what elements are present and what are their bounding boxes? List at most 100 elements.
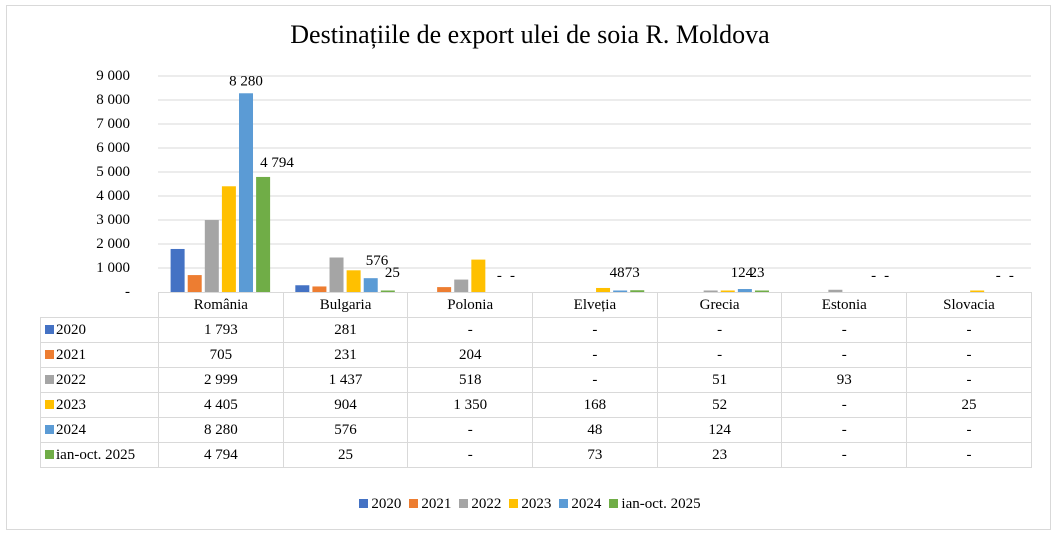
legend-swatch bbox=[45, 374, 54, 384]
data-label: 25 bbox=[385, 265, 400, 281]
series-key: 2021 bbox=[40, 342, 159, 368]
series-name: 2020 bbox=[56, 321, 86, 338]
category-label: Bulgaria bbox=[282, 292, 409, 318]
series-key: 2024 bbox=[40, 417, 159, 443]
y-tick-label: - bbox=[125, 284, 130, 300]
data-label: 8 280 bbox=[229, 73, 263, 89]
y-tick-label: 2 000 bbox=[96, 236, 130, 252]
bar-2023-1 bbox=[346, 270, 361, 292]
legend-swatch bbox=[459, 499, 469, 508]
table-row: 2023 4 405 904 1 350 168 52-25 bbox=[40, 392, 1032, 418]
legend-label: 2024 bbox=[571, 496, 602, 512]
bar-ian-oct-2025-1 bbox=[380, 290, 395, 292]
legend-item: 2021 bbox=[409, 496, 451, 513]
bar-2021-0 bbox=[187, 275, 202, 292]
data-label: - bbox=[996, 268, 1001, 284]
bar-2023-4 bbox=[720, 290, 735, 292]
table-cell: 168 bbox=[532, 392, 658, 418]
bar-2023-3 bbox=[596, 287, 611, 292]
category-label: România bbox=[158, 292, 284, 318]
data-label: - bbox=[510, 268, 515, 284]
table-cell: 576 bbox=[282, 417, 409, 443]
bar-2021-2 bbox=[437, 287, 452, 292]
bar-2020-1 bbox=[295, 285, 310, 292]
legend-swatch bbox=[45, 424, 54, 434]
legend-item: 2022 bbox=[459, 496, 501, 513]
y-tick-label: 7 000 bbox=[96, 116, 130, 132]
legend-swatch bbox=[559, 499, 569, 508]
category-label: Grecia bbox=[656, 292, 783, 318]
table-cell: 204 bbox=[407, 342, 534, 368]
data-label: - bbox=[1009, 268, 1014, 284]
bar-2024-4 bbox=[737, 289, 752, 292]
table-row: 2022 2 999 1 437 518-51 93- bbox=[40, 367, 1032, 393]
table-cell: 25 bbox=[906, 392, 1032, 418]
legend-label: 2023 bbox=[521, 496, 552, 512]
chart-title: Destinațiile de export ulei de soia R. M… bbox=[290, 20, 770, 49]
category-label: Slovacia bbox=[906, 292, 1032, 318]
y-tick-label: 4 000 bbox=[96, 188, 130, 204]
table-row: 2024 8 280 576-48 124- - bbox=[40, 417, 1032, 443]
table-header-row: România Bulgaria Polonia Elveția Grecia Eston… bbox=[40, 292, 1032, 318]
table-cell: - bbox=[906, 367, 1032, 393]
category-label: Polonia bbox=[407, 292, 534, 318]
legend-swatch bbox=[509, 499, 519, 508]
table-cell: - bbox=[781, 392, 908, 418]
legend-swatch bbox=[45, 399, 54, 409]
legend-item: 2020 bbox=[359, 496, 401, 513]
bar-2020-0 bbox=[170, 248, 185, 292]
bar-ian-oct-2025-4 bbox=[754, 290, 769, 292]
y-tick-label: 6 000 bbox=[96, 140, 130, 156]
table-cell: 23 bbox=[656, 442, 783, 468]
table-cell: 48 bbox=[532, 417, 658, 443]
y-tick-label: 5 000 bbox=[96, 164, 130, 180]
category-label: Elveția bbox=[532, 292, 658, 318]
series-name: 2024 bbox=[56, 421, 86, 438]
table-cell: 1 793 bbox=[158, 317, 284, 343]
table-cell: 705 bbox=[158, 342, 284, 368]
series-key: 2020 bbox=[40, 317, 159, 343]
bar-2023-2 bbox=[471, 259, 486, 292]
table-cell: 1 437 bbox=[282, 367, 409, 393]
data-label: - bbox=[871, 268, 876, 284]
table-cell: - bbox=[781, 442, 908, 468]
table-cell: 51 bbox=[656, 367, 783, 393]
y-tick-label: 9 000 bbox=[96, 68, 130, 84]
table-row: 2021 705 231 204- - - - bbox=[40, 342, 1032, 368]
y-tick-label: 3 000 bbox=[96, 212, 130, 228]
data-label: 124 bbox=[731, 265, 754, 281]
data-label: 48 bbox=[610, 265, 625, 281]
data-label: 23 bbox=[749, 265, 764, 281]
legend-swatch bbox=[45, 349, 54, 359]
table-cell: 904 bbox=[282, 392, 409, 418]
table-cell: 124 bbox=[656, 417, 783, 443]
data-label: 4 794 bbox=[260, 155, 294, 171]
table-cell: 8 280 bbox=[158, 417, 284, 443]
table-cell: - bbox=[906, 342, 1032, 368]
table-cell: - bbox=[407, 317, 534, 343]
legend: 2020 2021 2022 2023 2024 ian-oct. 2025 bbox=[0, 496, 1060, 513]
table-corner bbox=[40, 292, 159, 318]
legend-item: 2024 bbox=[559, 496, 601, 513]
bar-2023-0 bbox=[221, 186, 236, 292]
table-row: ian-oct. 2025 4 794 25-73 23- - bbox=[40, 442, 1032, 468]
table-cell: - bbox=[906, 417, 1032, 443]
table-cell: 231 bbox=[282, 342, 409, 368]
category-label: Estonia bbox=[781, 292, 908, 318]
y-tick-label: 8 000 bbox=[96, 92, 130, 108]
table-cell: 4 794 bbox=[158, 442, 284, 468]
legend-label: 2021 bbox=[421, 496, 452, 512]
table-cell: 2 999 bbox=[158, 367, 284, 393]
bar-ian-oct-2025-3 bbox=[630, 290, 645, 292]
y-tick-label: 1 000 bbox=[96, 260, 130, 276]
bar-2022-4 bbox=[703, 290, 718, 292]
legend-item: ian-oct. 2025 bbox=[609, 496, 701, 513]
table-cell: 1 350 bbox=[407, 392, 534, 418]
bar-2024-3 bbox=[613, 290, 628, 292]
table-cell: 4 405 bbox=[158, 392, 284, 418]
bar-2022-0 bbox=[204, 220, 219, 292]
table-cell: - bbox=[906, 442, 1032, 468]
table-cell: 52 bbox=[656, 392, 783, 418]
legend-label: 2022 bbox=[471, 496, 502, 512]
